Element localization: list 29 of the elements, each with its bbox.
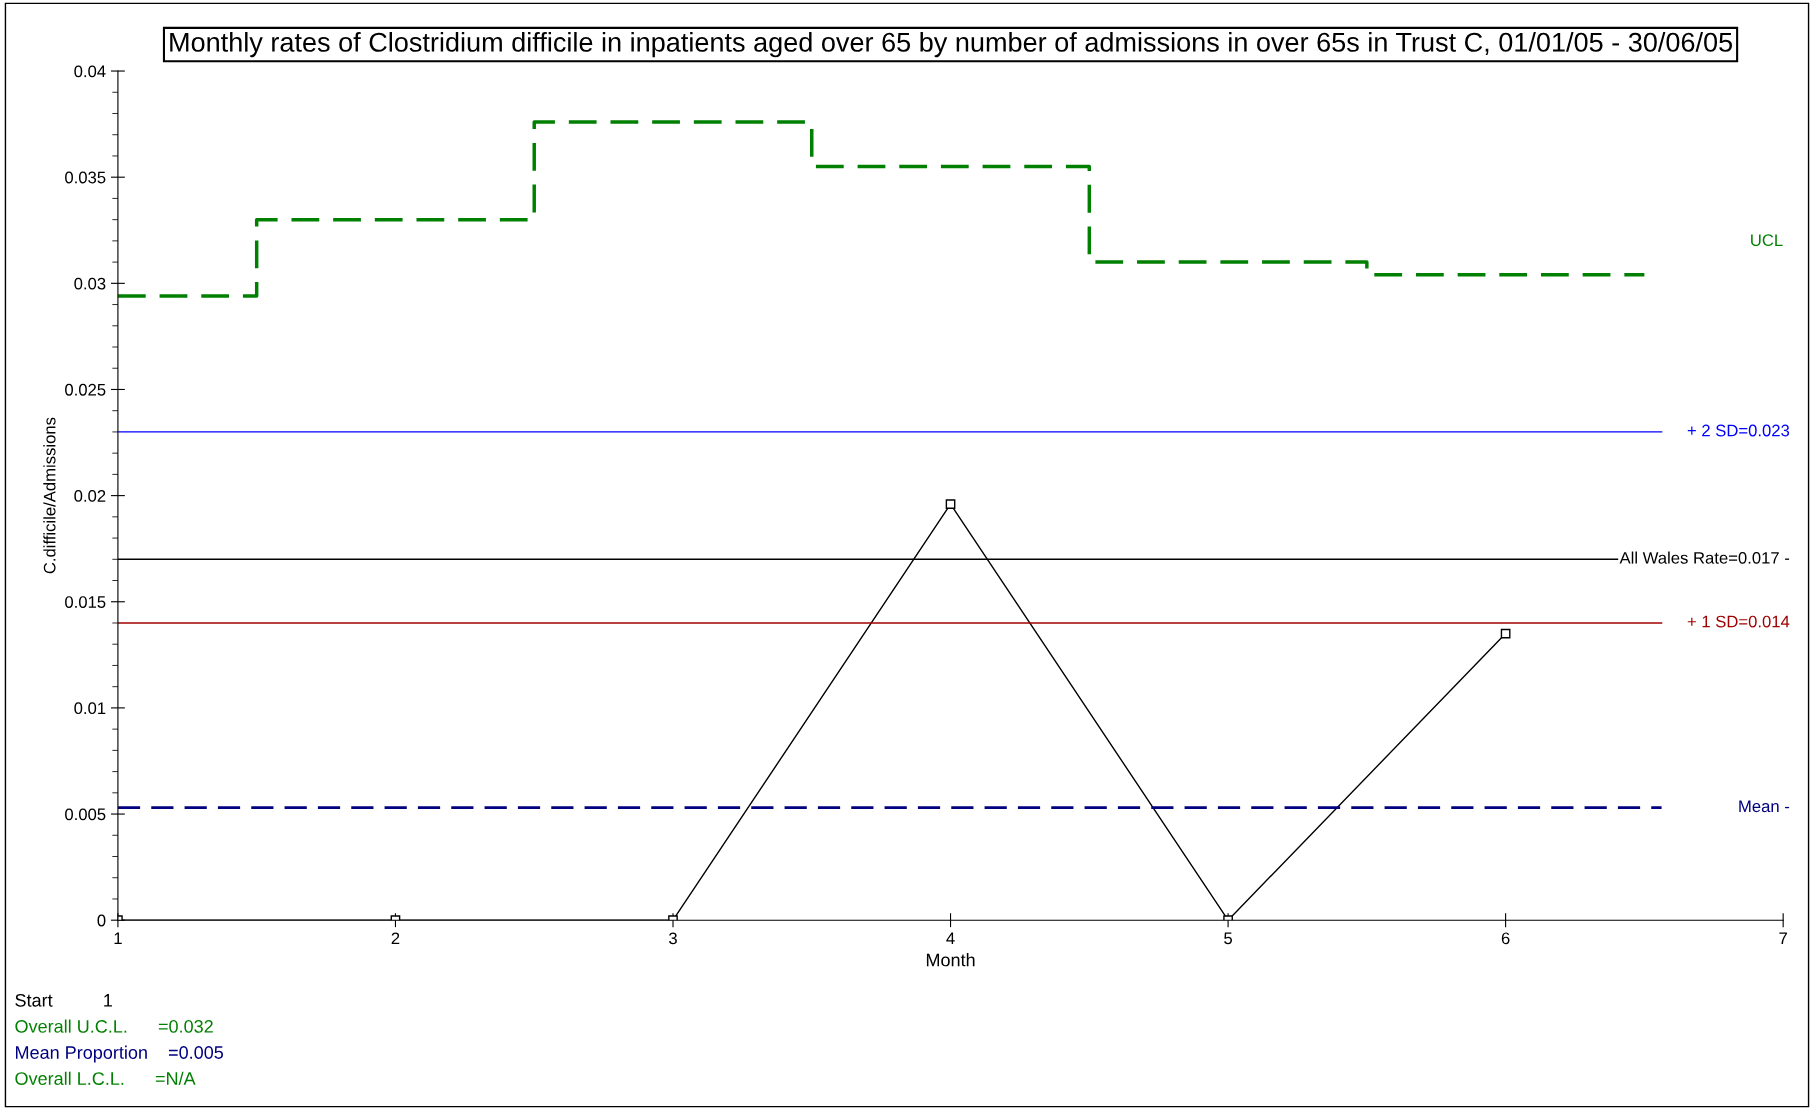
ref-line-label: All Wales Rate=0.017 - <box>1619 551 1790 564</box>
y-tick-label: 0.035 <box>65 171 106 184</box>
y-tick-label: 0.005 <box>65 808 106 821</box>
ref-line-label: + 1 SD=0.014 <box>1687 615 1790 628</box>
x-tick-label: 6 <box>1501 932 1510 945</box>
x-tick-label: 7 <box>1779 932 1787 945</box>
text: Overall U.C.L. =0.032 <box>15 1019 213 1033</box>
text: Mean Proportion =0.005 <box>15 1045 224 1063</box>
y-axis-title: C.difficile/Admissions <box>43 417 56 574</box>
x-tick-label: 3 <box>669 932 677 945</box>
text: UCL <box>1751 234 1783 247</box>
x-axis-title: Month <box>926 953 975 967</box>
x-tick-label: 1 <box>114 932 122 945</box>
ref-line-label: Mean - <box>1739 800 1790 813</box>
y-tick-label: 0.03 <box>74 277 106 290</box>
y-tick-label: 0.01 <box>74 702 106 715</box>
y-tick-label: 0.025 <box>65 383 106 396</box>
x-tick-label: 4 <box>946 932 955 945</box>
x-tick-label: 5 <box>1224 932 1233 945</box>
chart-title: Monthly rates of Clostridium difficile in inpatients aged over 65 by number of admissions in over 65s in Trust C, 01/01/05 - 30/06/05 <box>170 31 1733 58</box>
text: Start 1 <box>15 993 112 1007</box>
x-tick-label: 2 <box>391 932 400 945</box>
y-tick-label: 0.02 <box>74 490 106 502</box>
point <box>945 499 956 509</box>
y-tick-label: 0.015 <box>65 596 106 608</box>
y-tick-label: 0.04 <box>74 65 106 78</box>
text: Overall L.C.L. =N/A <box>15 1071 196 1085</box>
ref-line-label: + 2 SD=0.023 <box>1687 424 1790 437</box>
y-tick-label: 0 <box>97 914 106 927</box>
